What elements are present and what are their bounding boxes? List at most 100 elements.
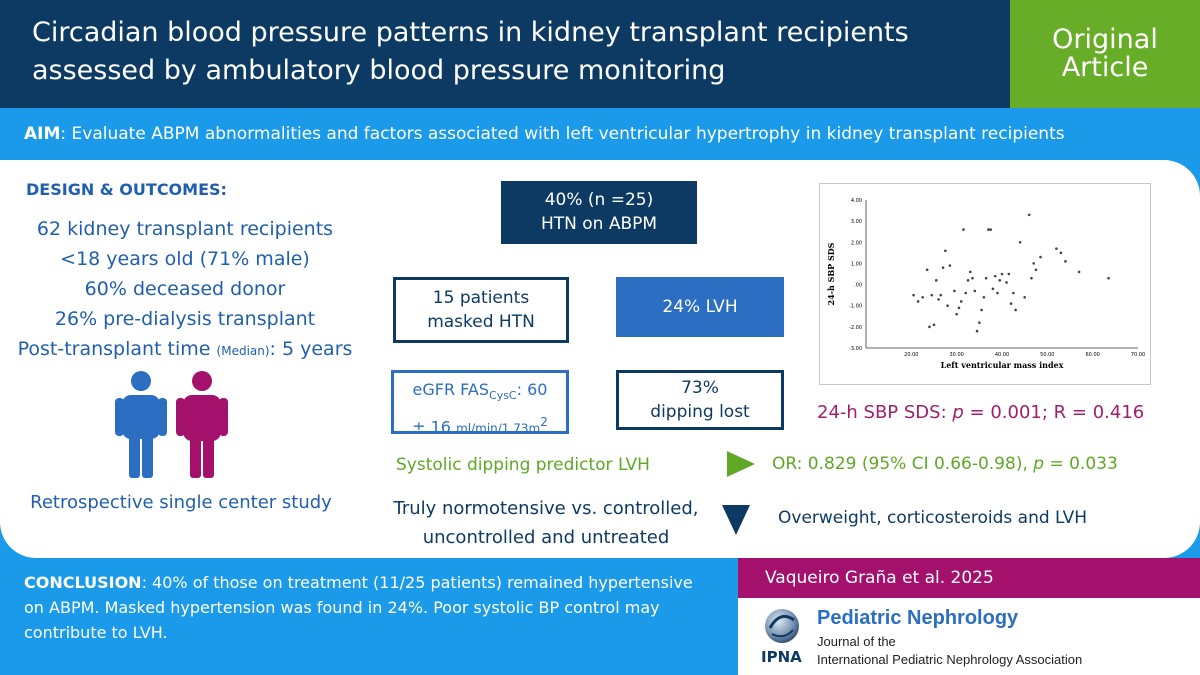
globe-icon bbox=[765, 609, 799, 643]
odds-ratio: OR: 0.829 (95% CI 0.66-0.98), p = 0.033 bbox=[772, 454, 1118, 474]
x-tick-label: 30.00 bbox=[950, 352, 964, 358]
scatter-point bbox=[1014, 308, 1017, 312]
scatter-point bbox=[937, 298, 940, 301]
scatter-point bbox=[971, 276, 974, 280]
scatter-point bbox=[944, 249, 947, 253]
author-citation: Vaqueiro Graña et al. 2025 bbox=[738, 558, 1200, 598]
systolic-predictor: Systolic dipping predictor LVH bbox=[396, 455, 650, 475]
y-tick-label: .00 bbox=[854, 283, 862, 289]
scatter-point bbox=[1018, 240, 1022, 244]
egfr-box: eGFR FASCysC: 60 ± 16 ml/min/1.73m2 bbox=[391, 370, 569, 437]
scatter-point bbox=[962, 228, 965, 231]
scatter-point bbox=[946, 304, 949, 308]
design-item: 62 kidney transplant recipients bbox=[36, 218, 334, 240]
article-type-badge: Original Article bbox=[1010, 0, 1200, 108]
aim-label: AIM bbox=[24, 124, 61, 144]
scatter-point bbox=[968, 270, 972, 274]
scatter-point bbox=[930, 293, 934, 297]
scatter-point bbox=[964, 291, 968, 295]
scatter-point bbox=[1027, 213, 1031, 217]
arrow-down-icon bbox=[722, 505, 750, 535]
scatter-point bbox=[941, 266, 945, 269]
scatter-point bbox=[916, 300, 920, 303]
x-tick-label: 20.00 bbox=[904, 352, 918, 358]
scatter-point bbox=[1023, 295, 1026, 299]
scatter-point bbox=[925, 268, 929, 272]
design-item: 60% deceased donor bbox=[84, 278, 286, 300]
masked-htn-box: 15 patients masked HTN bbox=[393, 277, 569, 343]
scatter-point bbox=[1107, 276, 1110, 280]
scatter-point bbox=[996, 291, 999, 295]
conclusion-label: CONCLUSION bbox=[24, 573, 142, 592]
x-tick-label: 70.00 bbox=[1131, 352, 1145, 358]
scatter-point bbox=[953, 289, 956, 293]
scatter-point bbox=[1055, 247, 1058, 250]
y-tick-label: 1.00 bbox=[851, 261, 862, 267]
design-item: 26% pre-dialysis transplant bbox=[54, 308, 316, 330]
scatter-point bbox=[1064, 260, 1067, 263]
y-tick-label: 4.00 bbox=[851, 198, 862, 204]
scatter-point bbox=[978, 321, 981, 324]
scatter-point bbox=[1039, 255, 1042, 259]
overweight-finding: Overweight, corticosteroids and LVH bbox=[778, 508, 1088, 528]
lvh-box: 24% LVH bbox=[616, 277, 784, 337]
journal-subtitle-1: Journal of the bbox=[817, 634, 896, 649]
badge-line-1: Original bbox=[1052, 24, 1158, 55]
conclusion-text: : 40% of those on treatment (11/25 patie… bbox=[24, 573, 693, 642]
normotensive-comparison: Truly normotensive vs. controlled, uncon… bbox=[393, 498, 699, 548]
y-tick-label: 2.00 bbox=[851, 240, 862, 246]
design-list: 62 kidney transplant recipients <18 year… bbox=[0, 214, 370, 366]
scatter-point bbox=[959, 300, 963, 303]
scatter-point bbox=[982, 295, 986, 299]
y-tick-label: 3.00 bbox=[851, 219, 862, 225]
x-tick-label: 40.00 bbox=[995, 352, 1009, 358]
scatter-point bbox=[939, 293, 943, 297]
man-woman-icon bbox=[115, 371, 228, 478]
journal-name: Pediatric Nephrology bbox=[817, 607, 1019, 629]
scatter-point bbox=[973, 289, 977, 293]
scatter-point bbox=[989, 228, 992, 231]
scatter-point bbox=[966, 279, 970, 282]
scatter-point bbox=[1007, 272, 1011, 276]
badge-line-2: Article bbox=[1061, 52, 1149, 83]
scatter-point bbox=[1009, 302, 1013, 305]
scatter-point bbox=[987, 228, 990, 231]
aim-statement: AIM: Evaluate ABPM abnormalities and fac… bbox=[24, 124, 1065, 144]
scatter-point bbox=[1034, 268, 1038, 272]
arrow-right-icon bbox=[727, 451, 755, 477]
scatter-point bbox=[1077, 270, 1081, 274]
x-tick-label: 60.00 bbox=[1086, 352, 1100, 358]
ipna-logo-label: IPNA bbox=[761, 648, 802, 666]
scatter-svg: 4.00 3.00 2.00 1.00 .00 -1.00 -2.00 -3.00 20.00… bbox=[826, 198, 1145, 370]
x-axis-label: Left ventricular mass index bbox=[941, 360, 1064, 370]
journal-subtitle-2: International Pediatric Nephrology Assoc… bbox=[817, 652, 1083, 667]
y-tick-label: -3.00 bbox=[849, 346, 862, 352]
scatter-point bbox=[955, 312, 958, 316]
x-tick-label: 50.00 bbox=[1040, 352, 1054, 358]
htn-on-abpm-box: 40% (n =25) HTN on ABPM bbox=[501, 181, 697, 244]
design-item-post-transplant: Post-transplant time (Median): 5 years bbox=[17, 338, 353, 360]
conclusion: CONCLUSION: 40% of those on treatment (1… bbox=[24, 570, 704, 645]
scatter-point bbox=[948, 264, 952, 267]
scatter-point bbox=[1012, 291, 1015, 295]
scatter-point bbox=[993, 274, 997, 278]
scatter-point bbox=[928, 325, 931, 329]
scatter-point bbox=[998, 279, 1002, 282]
scatter-point bbox=[1005, 281, 1008, 284]
journal-block bbox=[738, 598, 1200, 675]
page-title: Circadian blood pressure patterns in kid… bbox=[32, 17, 909, 86]
design-heading: DESIGN & OUTCOMES: bbox=[26, 180, 227, 199]
study-type: Retrospective single center study bbox=[30, 492, 332, 513]
aim-text: : Evaluate ABPM abnormalities and factor… bbox=[60, 124, 1065, 144]
scatter-point bbox=[975, 329, 979, 333]
scatter-point bbox=[912, 293, 915, 297]
correlation-result: 24-h SBP SDS: p = 0.001; R = 0.416 bbox=[817, 402, 1145, 423]
scatter-plot: 4.00 3.00 2.00 1.00 .00 -1.00 -2.00 -3.00 20.00… bbox=[819, 183, 1151, 385]
scatter-point bbox=[1030, 276, 1033, 280]
scatter-point bbox=[980, 308, 983, 312]
header-bar: Circadian blood pressure patterns in kid… bbox=[0, 0, 1010, 108]
dipping-lost-box: 73% dipping lost bbox=[616, 370, 784, 430]
scatter-point bbox=[1059, 251, 1063, 255]
scatter-point bbox=[1032, 262, 1036, 265]
design-item: <18 years old (71% male) bbox=[60, 248, 310, 270]
